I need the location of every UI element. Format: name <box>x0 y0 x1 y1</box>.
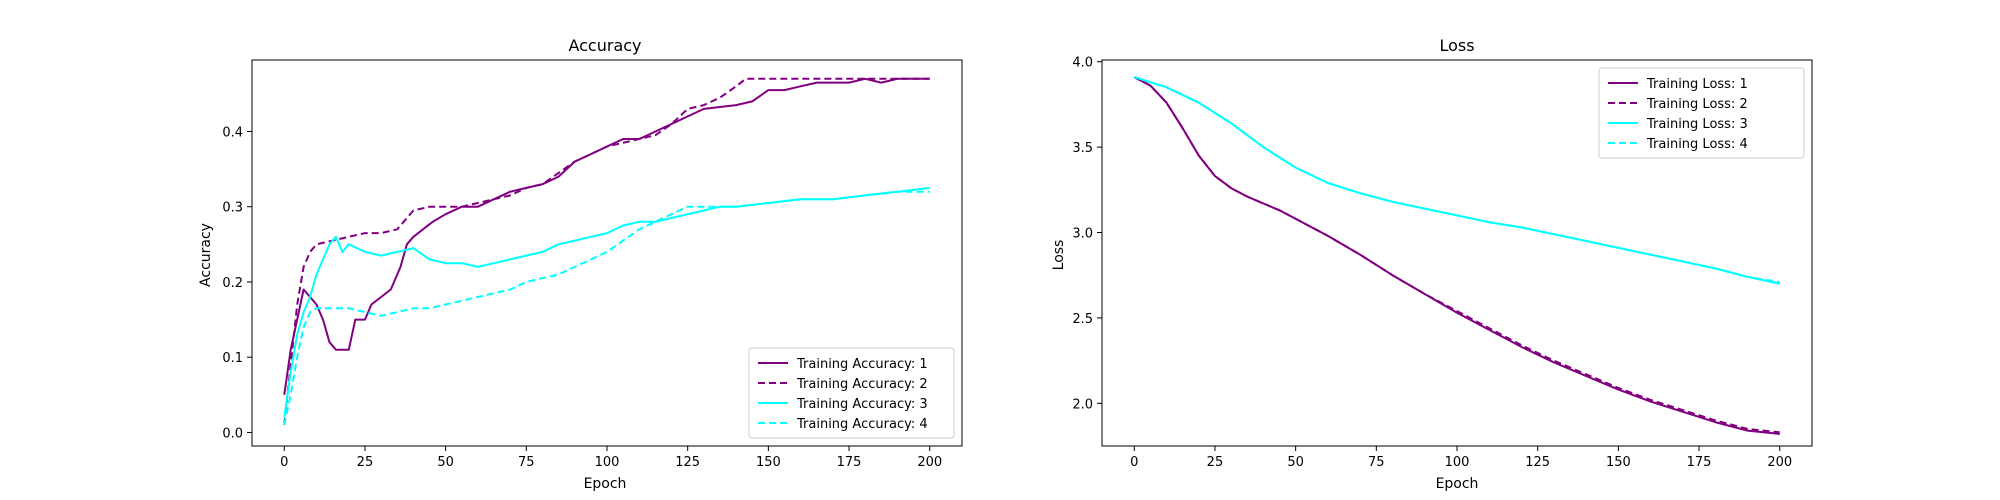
loss-x-tick-label: 50 <box>1287 455 1304 470</box>
loss-legend-box <box>1598 67 1805 159</box>
accuracy-y-tick-label: 0.3 <box>222 201 243 216</box>
accuracy-series-line-1 <box>283 77 930 395</box>
accuracy-x-tick-label: 50 <box>437 455 454 470</box>
accuracy-x-tick-label: 175 <box>837 455 862 470</box>
loss-x-tick-label: 0 <box>1130 455 1138 470</box>
loss-y-tick-label: 3.0 <box>1072 227 1093 242</box>
accuracy-x-tick-label: 150 <box>756 455 781 470</box>
loss-legend-label-1: Training Loss: 1 <box>1646 77 1748 92</box>
loss-series-line-4 <box>1133 76 1780 283</box>
loss-x-tick-label: 125 <box>1525 455 1550 470</box>
loss-legend-label-4: Training Loss: 4 <box>1646 137 1748 152</box>
loss-y-axis-label: Loss <box>1051 240 1067 271</box>
loss-y-tick-label: 3.5 <box>1072 141 1093 156</box>
loss-ticks: 0 25 50 75 100 125 150 175 200 2.0 2.5 3.0 3.5 4.0 <box>1072 56 1792 470</box>
accuracy-x-tick-label: 25 <box>357 455 374 470</box>
loss-y-tick-label: 2.5 <box>1072 312 1093 327</box>
accuracy-chart-title: Accuracy <box>568 36 641 55</box>
loss-plot-frame <box>1101 59 1813 447</box>
loss-legend: Training Loss: 1 Training Loss: 2 Training… <box>1598 67 1805 159</box>
accuracy-lines <box>283 77 930 426</box>
accuracy-x-tick-label: 0 <box>280 455 288 470</box>
accuracy-y-tick-label: 0.4 <box>222 125 243 140</box>
accuracy-legend-label-4: Training Accuracy: 4 <box>796 417 928 432</box>
accuracy-chart: Accuracy Epoch Accuracy 0 25 50 75 100 125 150… <box>198 36 963 492</box>
accuracy-x-tick-label: 75 <box>518 455 535 470</box>
loss-x-tick-label: 150 <box>1606 455 1631 470</box>
accuracy-ticks: 0 25 50 75 100 125 150 175 200 0.0 0.1 0.2 0.3 0.4 <box>222 125 942 470</box>
loss-x-tick-label: 75 <box>1368 455 1385 470</box>
accuracy-series-line-4 <box>283 190 930 426</box>
accuracy-x-tick-label: 200 <box>917 455 942 470</box>
accuracy-legend-box <box>748 347 955 439</box>
loss-x-tick-label: 200 <box>1767 455 1792 470</box>
accuracy-x-tick-label: 100 <box>595 455 620 470</box>
loss-x-axis-label: Epoch <box>1436 476 1479 492</box>
loss-chart: Loss Epoch Loss 0 25 50 75 100 125 150 175 200 2.… <box>1051 36 1813 492</box>
loss-lines <box>1133 76 1780 435</box>
loss-chart-title: Loss <box>1439 36 1474 55</box>
loss-y-tick-label: 4.0 <box>1072 56 1093 71</box>
accuracy-y-tick-label: 0.2 <box>222 276 243 291</box>
accuracy-x-tick-label: 125 <box>675 455 700 470</box>
accuracy-legend-label-3: Training Accuracy: 3 <box>796 397 928 412</box>
loss-x-tick-label: 175 <box>1687 455 1712 470</box>
loss-series-line-2 <box>1133 76 1780 434</box>
loss-legend-label-2: Training Loss: 2 <box>1646 97 1748 112</box>
loss-x-tick-label: 100 <box>1445 455 1470 470</box>
accuracy-series-line-2 <box>283 77 930 426</box>
loss-y-tick-label: 2.0 <box>1072 397 1093 412</box>
accuracy-legend-label-1: Training Accuracy: 1 <box>796 357 928 372</box>
accuracy-y-tick-label: 0.0 <box>222 426 243 441</box>
accuracy-plot-frame <box>251 59 963 447</box>
accuracy-legend: Training Accuracy: 1 Training Accuracy: 2… <box>748 347 955 439</box>
accuracy-y-tick-label: 0.1 <box>222 351 243 366</box>
loss-legend-label-3: Training Loss: 3 <box>1646 117 1748 132</box>
loss-x-tick-label: 25 <box>1207 455 1224 470</box>
accuracy-y-axis-label: Accuracy <box>198 223 214 287</box>
accuracy-legend-label-2: Training Accuracy: 2 <box>796 377 928 392</box>
accuracy-x-axis-label: Epoch <box>584 476 627 492</box>
